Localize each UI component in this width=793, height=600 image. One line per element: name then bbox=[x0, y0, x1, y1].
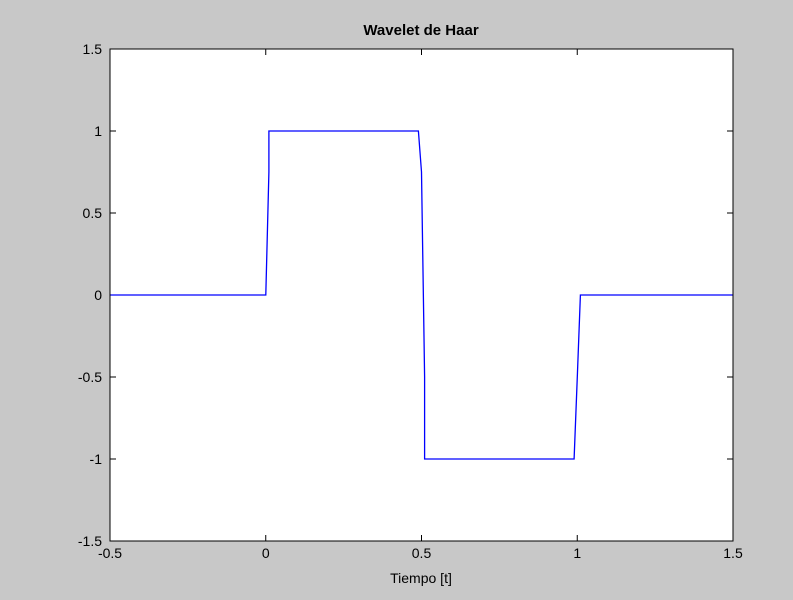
x-tick-label: 0.5 bbox=[412, 545, 432, 561]
y-tick-label: 1.5 bbox=[83, 41, 103, 57]
chart-title: Wavelet de Haar bbox=[363, 22, 478, 39]
plot-frame bbox=[109, 48, 734, 542]
y-tick-label: -1.5 bbox=[78, 533, 102, 549]
y-tick-label: -1 bbox=[90, 451, 103, 467]
x-tick-label: 1 bbox=[573, 545, 581, 561]
y-tick-label: 0.5 bbox=[83, 205, 103, 221]
x-tick-label: 1.5 bbox=[723, 545, 743, 561]
x-axis-ticks: -0.5 0 0.5 1 1.5 bbox=[98, 49, 743, 561]
y-tick-label: -0.5 bbox=[78, 369, 102, 385]
x-tick-label: -0.5 bbox=[98, 545, 122, 561]
series-line-haar-wavelet bbox=[110, 130, 733, 460]
y-tick-label: 1 bbox=[94, 123, 102, 139]
x-axis-label: Tiempo [t] bbox=[390, 570, 452, 586]
series-layer bbox=[110, 130, 733, 460]
x-tick-label: 0 bbox=[262, 545, 270, 561]
y-tick-label: 0 bbox=[94, 287, 102, 303]
